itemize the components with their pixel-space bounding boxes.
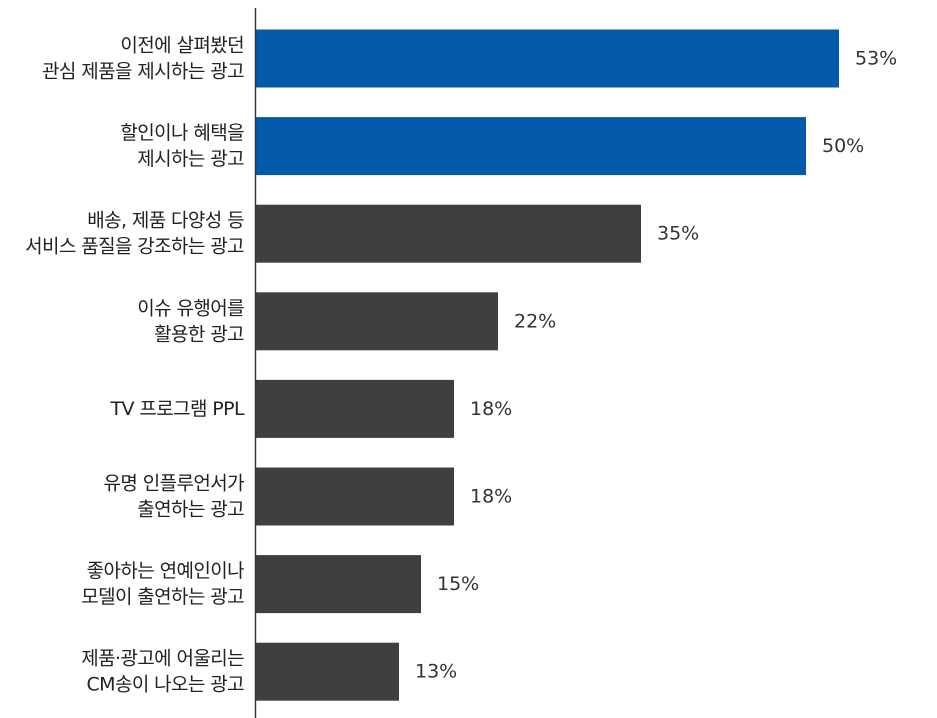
bar-4 (256, 292, 498, 351)
category-label-line: TV 프로그램 PPL (109, 398, 245, 420)
category-label-line: 관심 제품을 제시하는 광고 (42, 61, 244, 83)
bar-8 (256, 642, 399, 701)
category-label-line: 활용한 광고 (154, 323, 244, 345)
value-label-5: 18% (470, 398, 512, 420)
category-label-line: CM송이 나오는 광고 (87, 674, 245, 696)
value-label-3: 35% (657, 223, 699, 245)
bar-5 (256, 379, 454, 438)
category-label-line: 서비스 품질을 강조하는 광고 (25, 236, 244, 258)
category-label-line: 이슈 유행어를 (137, 297, 244, 319)
category-label-line: 제시하는 광고 (137, 148, 244, 170)
value-label-4: 22% (514, 310, 556, 332)
value-labels-layer: 53% 50% 35% 22% 18% 18% 15% 13% (415, 48, 897, 683)
category-label-5: TV 프로그램 PPL (109, 398, 245, 420)
category-label-line: 출연하는 광고 (137, 499, 244, 521)
category-label-line: 제품·광고에 어울리는 (81, 648, 244, 670)
value-label-1: 53% (855, 48, 897, 70)
value-label-2: 50% (822, 135, 864, 157)
category-label-line: 유명 인플루언서가 (104, 473, 245, 495)
category-label-8: 제품·광고에 어울리는 CM송이 나오는 광고 (81, 648, 244, 696)
value-label-7: 15% (437, 573, 479, 595)
category-label-line: 배송, 제품 다양성 등 (87, 210, 244, 232)
bar-3 (256, 204, 641, 263)
bars-layer (256, 29, 839, 701)
category-label-line: 모델이 출연하는 광고 (81, 586, 244, 608)
category-label-line: 할인이나 혜택을 (120, 122, 244, 144)
category-label-line: 이전에 살펴봤던 (120, 35, 244, 57)
bar-7 (256, 555, 421, 614)
bar-6 (256, 467, 454, 526)
bar-2 (256, 117, 806, 176)
value-label-8: 13% (415, 661, 457, 683)
bar-1 (256, 29, 839, 88)
category-label-line: 좋아하는 연예인이나 (87, 560, 244, 582)
value-label-6: 18% (470, 486, 512, 508)
